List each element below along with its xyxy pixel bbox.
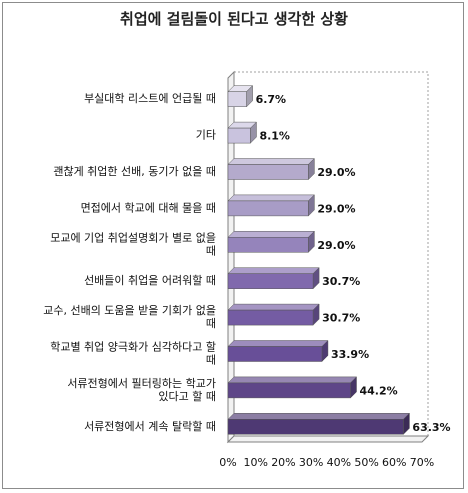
bar	[227, 382, 351, 399]
bar-top-face	[227, 231, 315, 238]
category-label: 서류전형에서 계속 탈락할 때	[84, 420, 216, 433]
bar-top-face	[227, 413, 411, 420]
x-tick-label: 30%	[299, 456, 323, 469]
value-label: 63.3%	[412, 421, 450, 434]
bar-top-face	[227, 194, 315, 202]
value-label: 44.2%	[359, 384, 397, 397]
category-label: 괜찮게 취업한 선배, 동기가 없을 때	[53, 165, 216, 178]
x-tick-label: 70%	[410, 456, 434, 469]
value-label: 8.1%	[259, 130, 290, 143]
category-label: 면접에서 학교에 대해 물을 때	[81, 200, 216, 214]
category-label: 때	[206, 317, 216, 330]
category-label: 교수, 선배의 도움을 받을 기회가 없을	[43, 304, 216, 317]
category-label: 있다고 할 때	[158, 390, 216, 403]
value-label: 30.7%	[322, 275, 360, 288]
category-label: 선배들이 취업을 어려워할 때	[84, 274, 216, 287]
category-label: 부실대학 리스트에 언급될 때	[84, 91, 216, 105]
bar	[227, 164, 309, 180]
x-tick-label: 60%	[382, 456, 406, 469]
x-tick-label: 50%	[354, 456, 378, 469]
x-tick-label: 40%	[327, 456, 351, 469]
category-label: 모교에 기업 취업설명회가 별로 없을	[50, 231, 216, 244]
bar	[227, 91, 247, 107]
bar	[227, 127, 251, 144]
bar-top-face	[227, 303, 320, 311]
x-tick-label: 0%	[219, 456, 236, 469]
chart-frame	[2, 2, 464, 489]
x-tick-label: 20%	[271, 456, 295, 469]
category-label: 학교별 취업 양극화가 심각하다고 할	[50, 340, 216, 354]
value-label: 29.0%	[317, 239, 355, 252]
value-label: 30.7%	[322, 312, 360, 325]
x-tick-label: 10%	[243, 456, 267, 469]
bar-top-face	[227, 376, 358, 384]
plot-floor	[226, 435, 430, 443]
chart-title: 취업에 걸림돌이 된다고 생각한 상황	[120, 10, 348, 28]
bar	[227, 273, 314, 289]
value-label: 29.0%	[317, 202, 355, 215]
category-label: 때	[206, 354, 216, 367]
value-label: 33.9%	[331, 348, 369, 361]
category-label: 서류전형에서 필터링하는 학교가	[67, 376, 216, 390]
value-label: 29.0%	[317, 166, 355, 179]
bar-top-face	[227, 267, 320, 274]
bar	[227, 346, 323, 362]
bar-top-face	[227, 158, 315, 165]
bar-top-face	[227, 340, 329, 347]
bar	[227, 419, 404, 435]
bar	[227, 237, 309, 253]
category-label: 때	[206, 244, 216, 257]
value-label: 6.7%	[256, 93, 287, 106]
category-label: 기타	[196, 129, 216, 142]
bar	[227, 200, 309, 217]
bar	[227, 309, 314, 326]
